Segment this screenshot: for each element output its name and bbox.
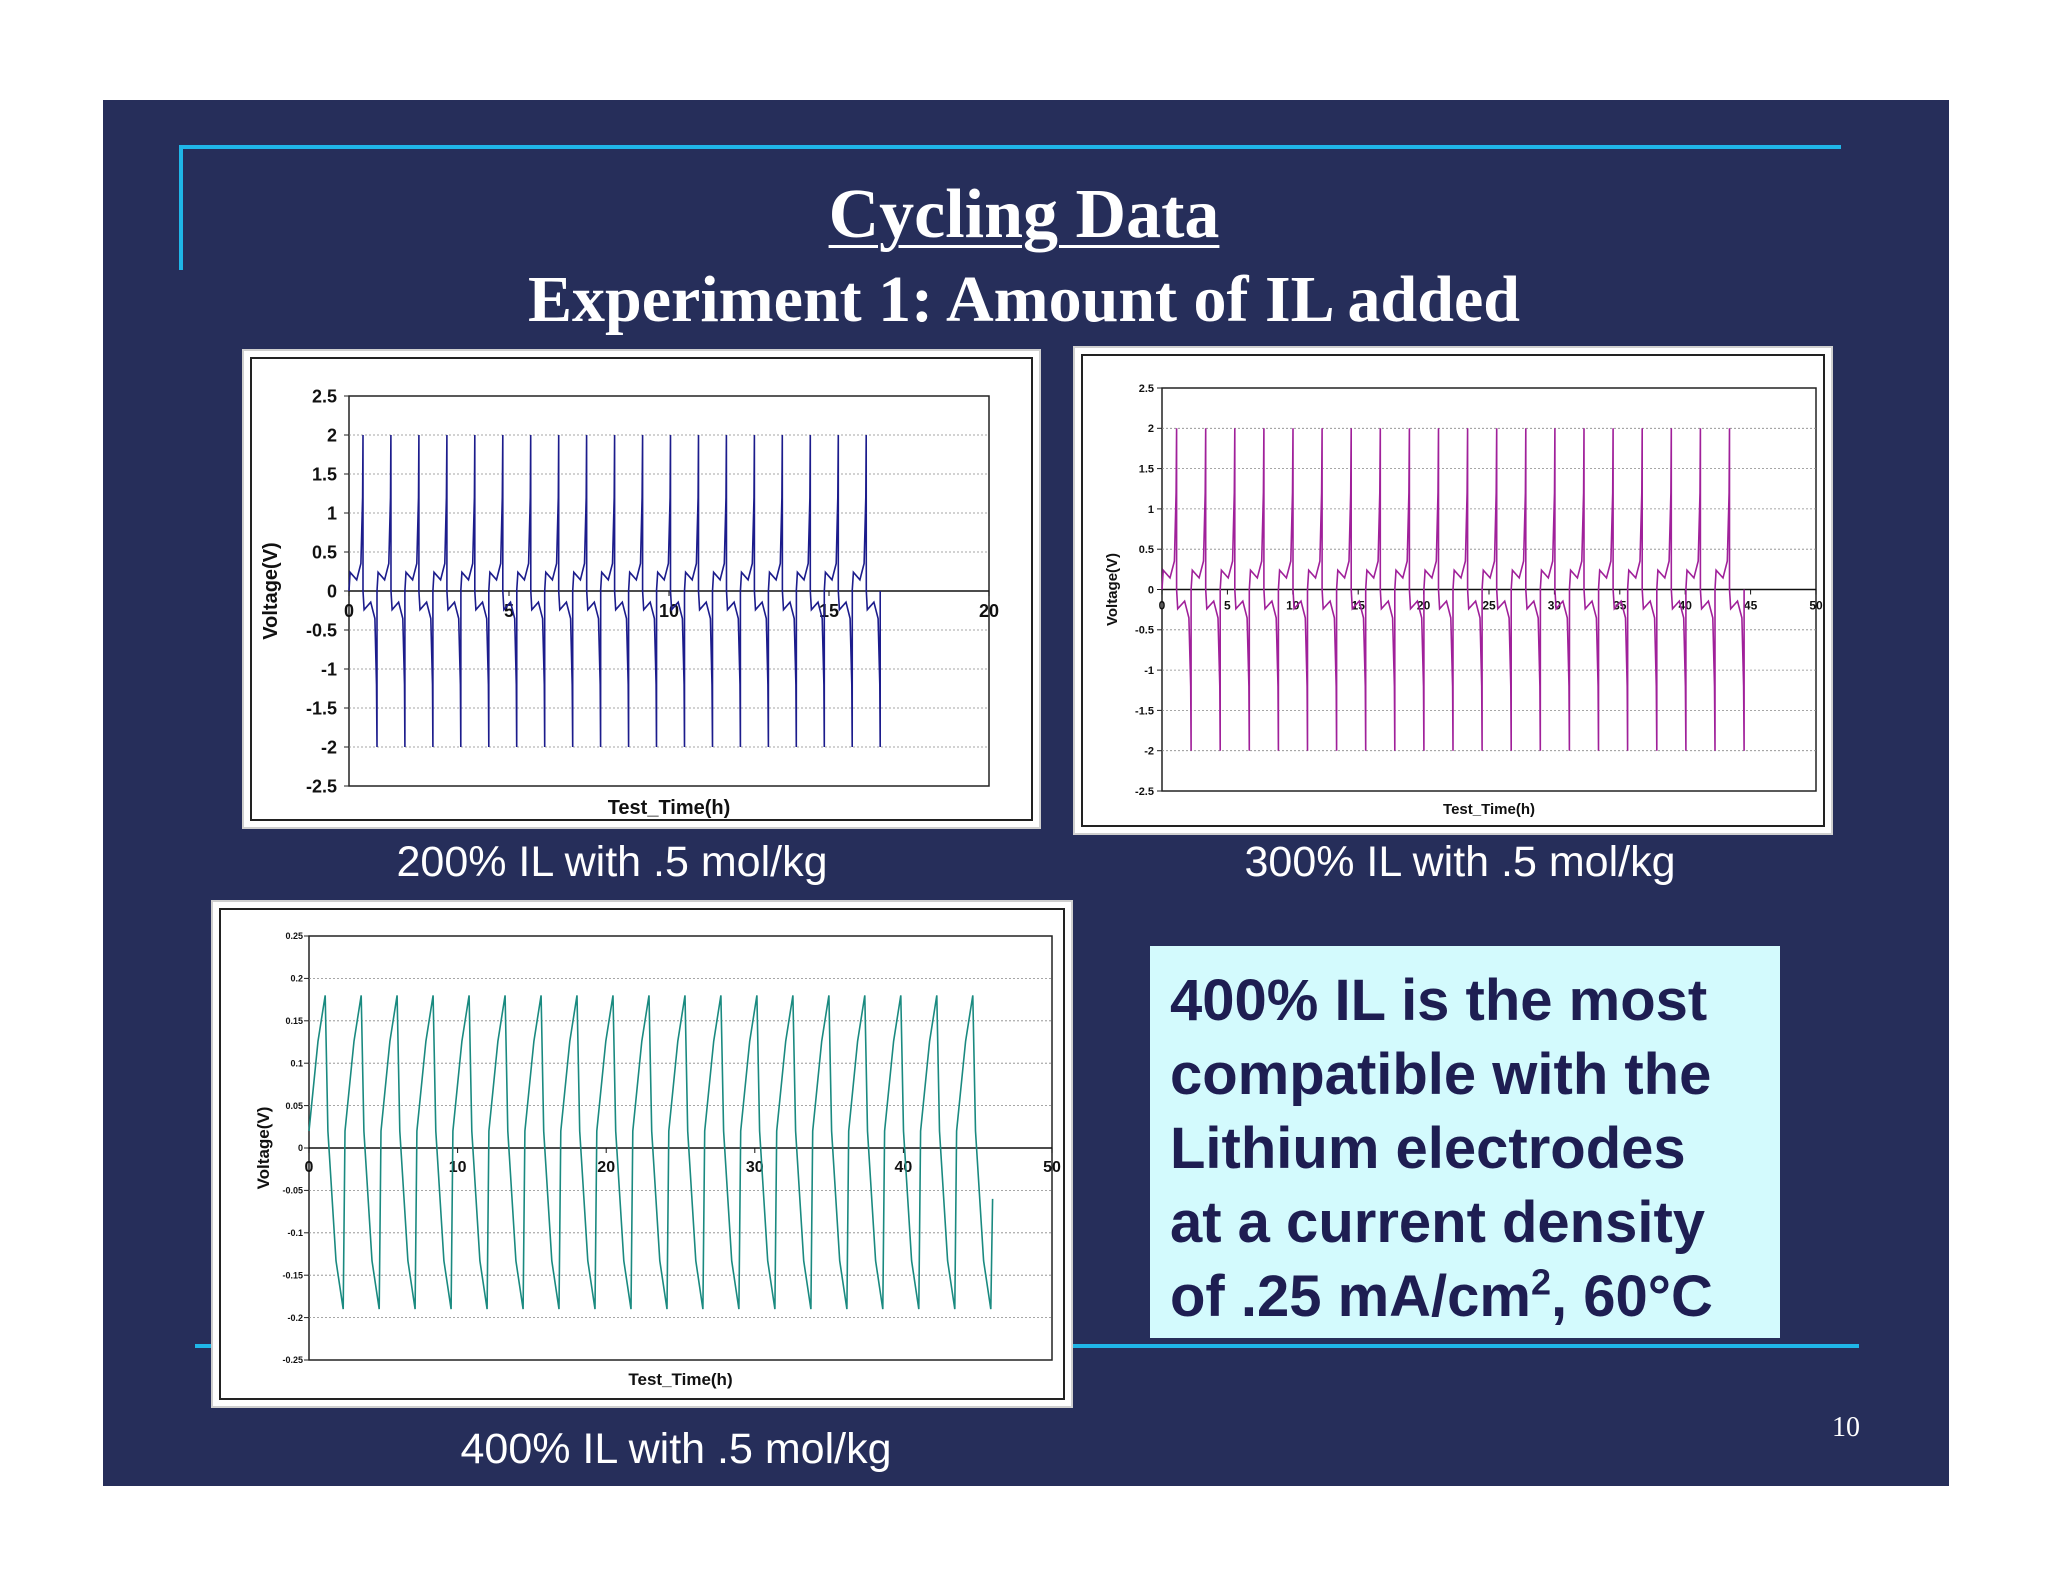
chart-200-caption: 200% IL with .5 mol/kg <box>396 838 828 886</box>
y-tick-label: 1 <box>327 503 337 523</box>
x-tick-label: 45 <box>1744 599 1758 613</box>
x-axis-label: Test_Time(h) <box>1443 801 1535 818</box>
chart-400-voltage: 0.250.20.150.10.050-0.05-0.1-0.15-0.2-0.… <box>254 931 1061 1389</box>
left-accent-line <box>179 145 183 270</box>
x-tick-label: 0 <box>1159 599 1166 613</box>
y-tick-label: -0.5 <box>1135 625 1154 637</box>
y-tick-label: 0.1 <box>290 1058 303 1068</box>
conclusion-callout: 400% IL is the most compatible with the … <box>1150 946 1780 1338</box>
slide-title: Cycling Data <box>828 176 1220 253</box>
y-tick-label: 0 <box>327 581 337 601</box>
y-tick-label: -0.5 <box>306 620 337 640</box>
chart-300-frame: 2.5 2 1.5 1 0.5 0 -0.5 -1 -1.5 -2 -2.5 0 5 10 15 20 25 30… <box>1073 346 1833 835</box>
y-axis-label: Voltage(V) <box>254 1107 273 1190</box>
x-axis-label: Test_Time(h) <box>628 1370 732 1389</box>
y-tick-label: -2.5 <box>1135 786 1154 798</box>
top-accent-line <box>179 145 1841 149</box>
y-tick-label: -0.05 <box>282 1186 303 1196</box>
y-tick-label: -2 <box>1144 746 1154 758</box>
y-tick-label: 1.5 <box>312 464 337 484</box>
x-tick-label: 10 <box>449 1159 467 1176</box>
y-tick-label: -1 <box>1144 665 1154 677</box>
y-tick-label: -1 <box>321 659 337 679</box>
y-axis-label: Voltage(V) <box>1104 553 1121 626</box>
y-tick-label: 1 <box>1148 504 1154 516</box>
y-tick-label: -0.1 <box>287 1228 303 1238</box>
series-line <box>348 434 881 748</box>
y-tick-label: 2.5 <box>1139 383 1154 395</box>
y-tick-label: -2.5 <box>306 776 337 796</box>
y-axis-label: Voltage(V) <box>260 542 282 639</box>
x-tick-label: 30 <box>746 1159 764 1176</box>
x-tick-label: 50 <box>1043 1159 1061 1176</box>
y-tick-label: 1.5 <box>1139 463 1154 475</box>
chart-300-caption: 300% IL with .5 mol/kg <box>1244 838 1676 886</box>
x-tick-label: 20 <box>597 1159 615 1176</box>
y-tick-label: 0.25 <box>285 931 303 941</box>
x-tick-label: 5 <box>504 601 514 621</box>
y-tick-label: 2 <box>327 425 337 445</box>
callout-line: Lithium electrodes <box>1170 1116 1686 1181</box>
x-tick-label: 0 <box>305 1159 314 1176</box>
y-tick-label: 0 <box>298 1143 303 1153</box>
x-axis-label: Test_Time(h) <box>608 797 731 819</box>
y-tick-label: -0.2 <box>287 1313 303 1323</box>
callout-line: at a current density <box>1170 1190 1706 1255</box>
x-tick-label: 10 <box>1286 599 1300 613</box>
x-tick-label: 20 <box>979 601 999 621</box>
series-line <box>308 995 994 1310</box>
callout-line-units: of .25 mA/cm2, 60°C <box>1170 1261 1713 1329</box>
y-tick-label: 0 <box>1148 584 1154 596</box>
y-tick-label: 0.15 <box>285 1016 303 1026</box>
y-tick-label: 0.5 <box>312 542 337 562</box>
slide-subtitle: Experiment 1: Amount of IL added <box>528 263 1520 336</box>
y-tick-label: 0.5 <box>1139 544 1154 556</box>
x-tick-label: 30 <box>1548 599 1562 613</box>
x-tick-label: 0 <box>344 601 354 621</box>
chart-300-voltage: 2.521.510.50-0.5-1-1.5-2-2.50 5 10 15 20 25 30… <box>1104 383 1823 818</box>
x-tick-label: 40 <box>895 1159 913 1176</box>
y-tick-label: -1.5 <box>306 698 337 718</box>
y-tick-label: -0.15 <box>282 1270 303 1280</box>
x-tick-label: 35 <box>1613 599 1627 613</box>
series-line <box>1161 428 1745 751</box>
y-tick-label: 0.05 <box>285 1101 303 1111</box>
chart-400-frame: 0.25 0.2 0.15 0.1 0.05 0 -0.05 -0.1 -0.15 -0.2 -0.… <box>211 900 1073 1408</box>
chart-200-frame: 2.5 2 1.5 1 0.5 0 -0.5 -1 -1.5 -2 -2.5 0 5 10 15 20 Test… <box>242 349 1041 829</box>
y-tick-label: -2 <box>321 737 337 757</box>
y-tick-label: 2 <box>1148 423 1154 435</box>
page-number: 10 <box>1832 1412 1860 1443</box>
callout-line: compatible with the <box>1170 1042 1712 1107</box>
x-tick-label: 5 <box>1224 599 1231 613</box>
x-tick-label: 25 <box>1482 599 1496 613</box>
chart-200-voltage: 2.521.510.50-0.5-1-1.5-2-2.50 5 10 15 20Test… <box>260 386 999 819</box>
y-tick-label: -0.25 <box>282 1355 303 1365</box>
callout-line: 400% IL is the most <box>1170 968 1708 1033</box>
y-tick-label: -1.5 <box>1135 705 1154 717</box>
x-tick-label: 15 <box>1352 599 1366 613</box>
y-tick-label: 2.5 <box>312 386 337 406</box>
y-tick-label: 0.2 <box>290 974 303 984</box>
chart-400-caption: 400% IL with .5 mol/kg <box>460 1425 892 1473</box>
x-tick-label: 50 <box>1809 599 1823 613</box>
